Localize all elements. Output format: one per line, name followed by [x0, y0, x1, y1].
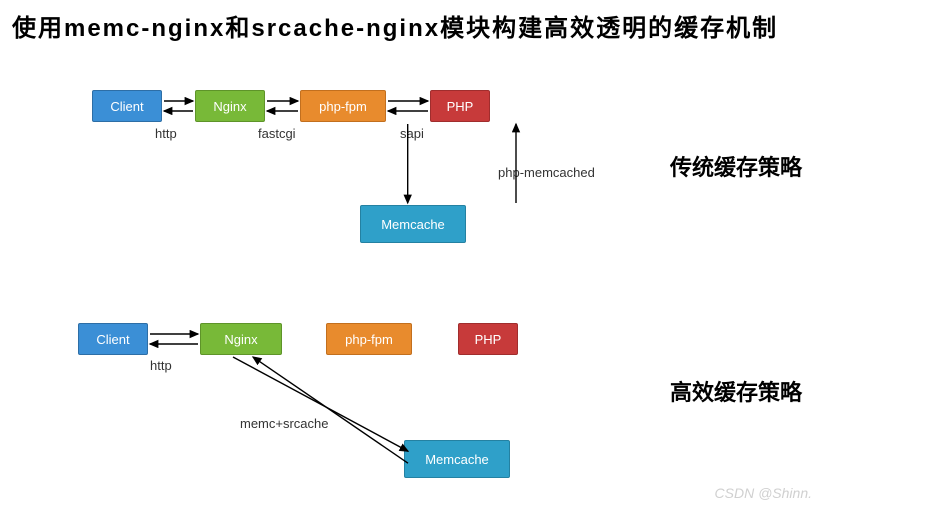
- d2-php: PHP: [458, 323, 518, 355]
- d1-edge-fastcgi: fastcgi: [258, 126, 296, 141]
- watermark: CSDN @Shinn.: [715, 485, 812, 501]
- d1-php: PHP: [430, 90, 490, 122]
- d1-edge-http: http: [155, 126, 177, 141]
- d2-phpfpm: php-fpm: [326, 323, 412, 355]
- d2-edge-memc: memc+srcache: [240, 416, 329, 431]
- section1-label: 传统缓存策略: [670, 150, 802, 182]
- d2-nginx: Nginx: [200, 323, 282, 355]
- d1-client: Client: [92, 90, 162, 122]
- d1-edge-phpmem: php-memcached: [498, 165, 595, 180]
- section2-label: 高效缓存策略: [670, 375, 802, 407]
- d1-edge-sapi: sapi: [400, 126, 424, 141]
- page-title: 使用memc-nginx和srcache-nginx模块构建高效透明的缓存机制: [12, 8, 778, 43]
- d1-memcache: Memcache: [360, 205, 466, 243]
- arrow-layer: [0, 0, 952, 505]
- d2-memcache: Memcache: [404, 440, 510, 478]
- d2-edge-http: http: [150, 358, 172, 373]
- d1-nginx: Nginx: [195, 90, 265, 122]
- d1-phpfpm: php-fpm: [300, 90, 386, 122]
- d2-client: Client: [78, 323, 148, 355]
